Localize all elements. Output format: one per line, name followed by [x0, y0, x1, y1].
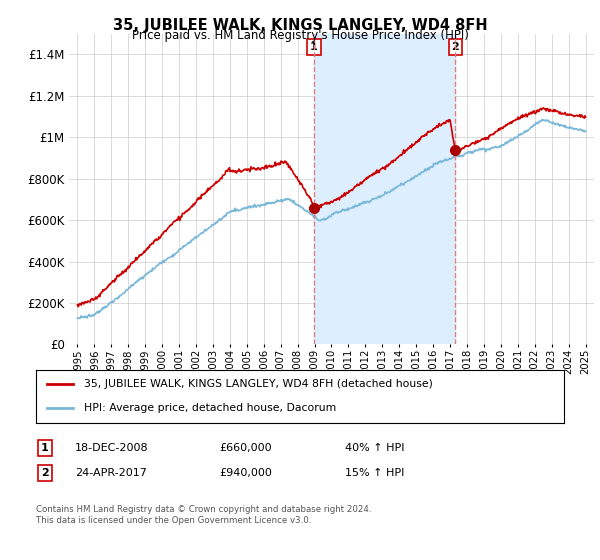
Text: 18-DEC-2008: 18-DEC-2008	[75, 443, 149, 453]
Text: 35, JUBILEE WALK, KINGS LANGLEY, WD4 8FH (detached house): 35, JUBILEE WALK, KINGS LANGLEY, WD4 8FH…	[83, 380, 433, 390]
Text: 15% ↑ HPI: 15% ↑ HPI	[345, 468, 404, 478]
Text: £940,000: £940,000	[219, 468, 272, 478]
Text: Contains HM Land Registry data © Crown copyright and database right 2024.
This d: Contains HM Land Registry data © Crown c…	[36, 505, 371, 525]
Text: 35, JUBILEE WALK, KINGS LANGLEY, WD4 8FH: 35, JUBILEE WALK, KINGS LANGLEY, WD4 8FH	[113, 18, 487, 33]
Text: 1: 1	[310, 42, 318, 52]
Text: 1: 1	[41, 443, 49, 453]
Text: 40% ↑ HPI: 40% ↑ HPI	[345, 443, 404, 453]
Text: 2: 2	[451, 42, 459, 52]
Text: HPI: Average price, detached house, Dacorum: HPI: Average price, detached house, Daco…	[83, 403, 336, 413]
Text: 24-APR-2017: 24-APR-2017	[75, 468, 147, 478]
Text: 2: 2	[41, 468, 49, 478]
Text: £660,000: £660,000	[219, 443, 272, 453]
Text: Price paid vs. HM Land Registry's House Price Index (HPI): Price paid vs. HM Land Registry's House …	[131, 29, 469, 42]
Bar	[314, 34, 455, 344]
